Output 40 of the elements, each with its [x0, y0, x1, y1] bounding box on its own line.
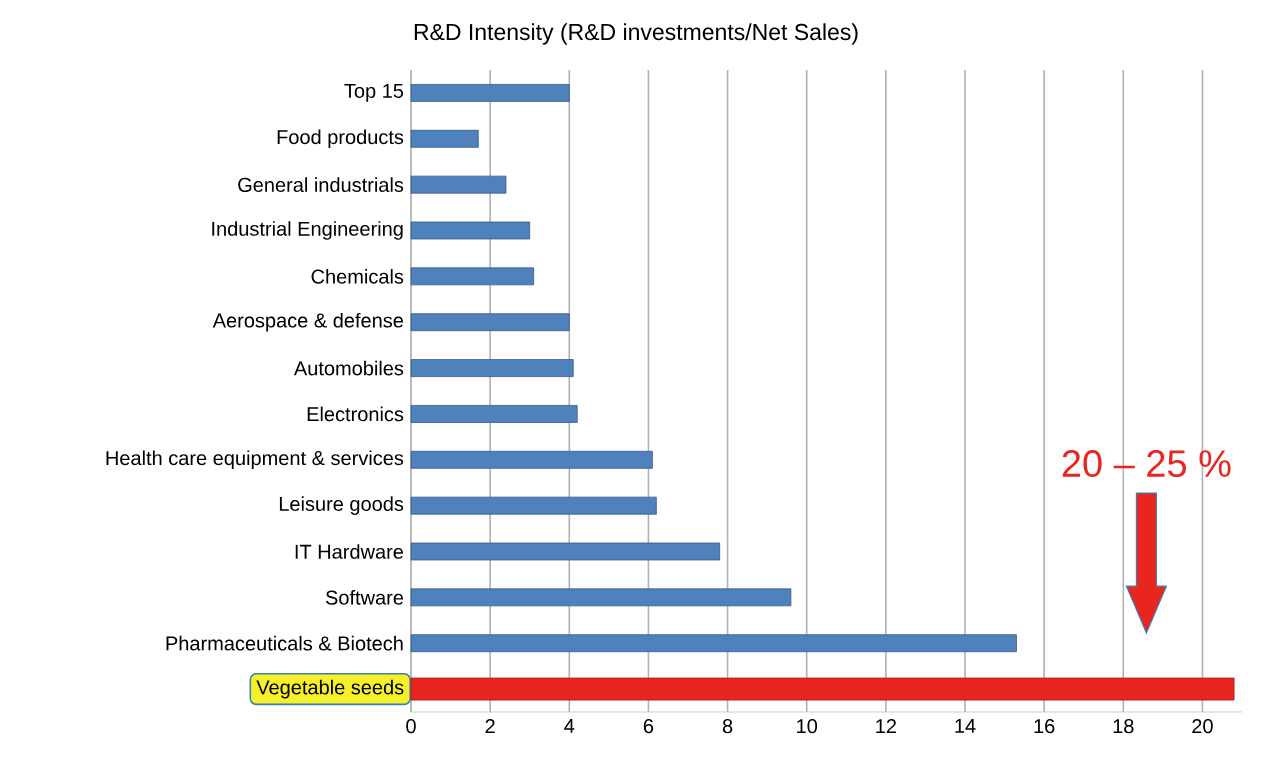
x-tick-label: 12 [876, 719, 896, 734]
bar [410, 359, 574, 377]
bar [410, 84, 570, 102]
y-tick-label: Vegetable seeds [256, 679, 404, 699]
y-tick-label: Leisure goods [279, 496, 404, 515]
y-tick-label: Food products [277, 129, 404, 149]
x-tick-label: 2 [485, 719, 495, 734]
y-tick-label: Software [325, 590, 404, 605]
bar [410, 588, 792, 607]
bar [410, 634, 1017, 653]
bar [410, 267, 535, 286]
x-tick-label: 18 [1113, 719, 1134, 734]
y-tick-label: IT Hardware [295, 544, 404, 559]
y-tick-label: Pharmaceuticals & Biotech [166, 635, 403, 651]
x-tick-label: 14 [955, 719, 976, 733]
y-tick-label: Top 15 [344, 83, 404, 102]
bar [410, 313, 570, 332]
bar [410, 450, 653, 469]
x-tick-label: 20 [1192, 719, 1213, 734]
x-tick-label: 0 [406, 719, 416, 734]
bar [410, 496, 657, 515]
bar [410, 175, 507, 194]
y-tick-label: General industrials [238, 177, 404, 192]
y-tick-label: Health care equipment & services [106, 450, 404, 470]
y-tick-label: Aerospace & defense [212, 312, 403, 332]
y-tick-label: Chemicals [311, 269, 404, 284]
annotation: 20 – 25 % [1062, 450, 1231, 478]
x-tick-label: 6 [643, 719, 654, 734]
x-tick-label: 10 [797, 719, 818, 734]
x-tick-label: 4 [564, 719, 575, 733]
bar [410, 221, 531, 240]
y-tick-label: Industrial Engineering [212, 221, 403, 240]
bar [410, 405, 578, 423]
y-tick-label: Automobiles [293, 360, 404, 376]
bar [410, 542, 721, 561]
chart-title: R&D Intensity (R&D investments/Net Sales) [414, 23, 858, 45]
bar [410, 129, 479, 148]
x-tick-label: 16 [1034, 719, 1055, 734]
x-tick-label: 8 [722, 719, 733, 734]
y-tick-label: Electronics [307, 406, 404, 422]
